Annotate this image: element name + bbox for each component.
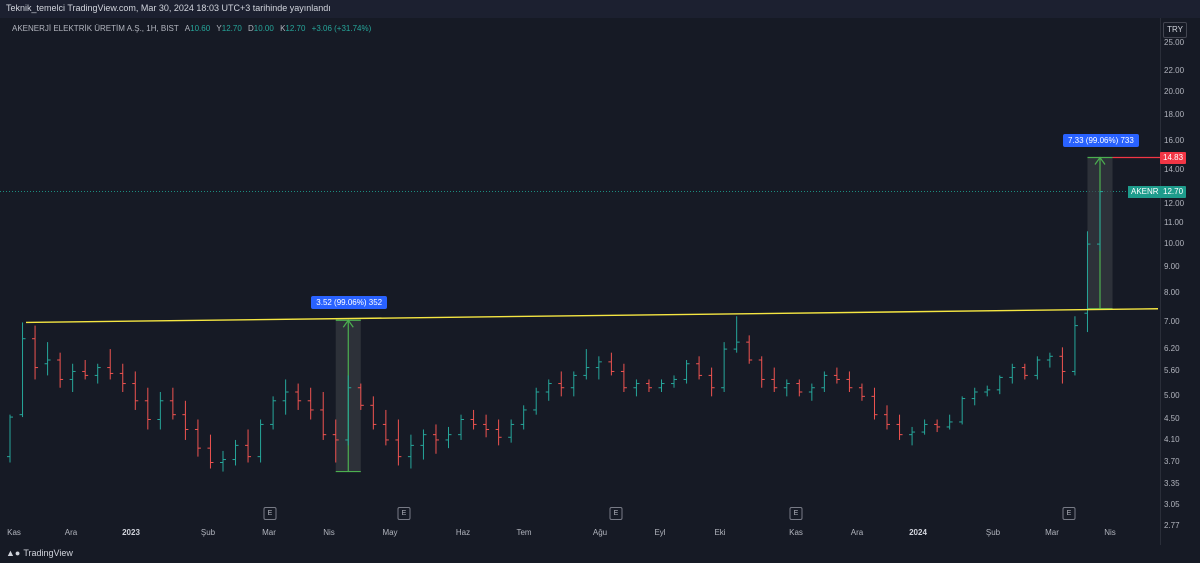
y-tick-label: 12.00 [1164,199,1185,209]
x-tick-label: Kas [7,528,21,537]
y-tick-label: 25.00 [1164,37,1185,47]
y-tick-label: 3.35 [1164,479,1180,489]
x-tick-label: Şub [200,528,216,537]
resistance-trendline [25,308,1159,324]
y-tick-label: 7.00 [1164,317,1180,327]
currency-button[interactable]: TRY [1163,22,1187,38]
x-tick-label: Nis [1104,528,1116,537]
y-tick-label: 11.00 [1164,218,1184,228]
ticker-tag: AKENR [1128,185,1162,198]
x-tick-label: Ara [850,528,864,537]
earnings-marker[interactable]: E [1062,507,1076,520]
x-tick-label: 2024 [909,528,927,537]
y-tick-label: 10.00 [1164,239,1185,249]
high-label: Y [216,24,222,33]
y-tick-label: 16.00 [1164,135,1185,145]
y-tick-label: 9.00 [1164,262,1180,272]
y-tick-label: 18.00 [1164,109,1185,119]
open-value: 10.60 [190,24,211,33]
x-tick-label: Eki [714,528,726,537]
y-tick-label: 3.70 [1164,457,1180,467]
x-tick-label: Mar [262,528,276,537]
symbol-legend: AKENERJİ ELEKTRİK ÜRETİM A.Ş., 1H, BIST … [12,24,371,33]
brand-text: TradingView [23,548,73,558]
low-label: D [248,24,254,33]
price-axis[interactable] [1160,18,1200,545]
close-label: K [280,24,286,33]
x-tick-label: Haz [455,528,471,537]
publish-info: Teknik_temelci TradingView.com, Mar 30, … [6,3,331,13]
x-tick-label: Ara [64,528,78,537]
measure-label-2[interactable]: 7.33 (99.06%) 733 [1063,133,1139,147]
y-tick-label: 8.00 [1164,288,1180,298]
earnings-marker[interactable]: E [789,507,803,520]
earnings-marker[interactable]: E [263,507,277,520]
footer: ▲● TradingView [0,545,1200,563]
y-tick-label: 4.50 [1164,414,1180,424]
measure-label-1[interactable]: 3.52 (99.06%) 352 [311,296,388,310]
y-tick-label: 3.05 [1164,499,1180,509]
publish-header: Teknik_temelci TradingView.com, Mar 30, … [0,0,1200,18]
x-tick-label: 2023 [122,528,140,537]
tradingview-logo-icon: ▲● [6,548,21,558]
high-value: 12.70 [221,24,242,33]
x-tick-label: Mar [1045,528,1059,537]
close-value: 12.70 [285,24,306,33]
y-tick-label: 5.60 [1164,366,1180,376]
x-tick-label: Şub [985,528,1001,537]
y-tick-label: 20.00 [1164,86,1185,96]
y-tick-label: 14.00 [1164,165,1185,175]
x-tick-label: Nis [323,528,335,537]
earnings-marker[interactable]: E [397,507,411,520]
y-tick-label: 5.00 [1164,391,1180,401]
tradingview-logo[interactable]: ▲● TradingView [6,548,73,558]
x-tick-label: Eyl [654,528,666,537]
last-price-label: 12.70 [1160,185,1187,198]
symbol-name: AKENERJİ ELEKTRİK ÜRETİM A.Ş., 1H, BIST [12,24,179,33]
open-label: A [184,24,191,33]
x-tick-label: Kas [789,528,803,537]
low-value: 10.00 [253,24,274,33]
y-tick-label: 22.00 [1164,65,1185,75]
chart-area[interactable] [0,18,1160,545]
target-price-label: 14.83 [1160,151,1187,164]
x-tick-label: Ağu [592,528,608,537]
x-tick-label: May [382,528,398,537]
y-tick-label: 6.20 [1164,344,1180,354]
y-tick-label: 4.10 [1164,434,1180,444]
earnings-marker[interactable]: E [609,507,623,520]
change-value: +3.06 (+31.74%) [311,24,372,33]
x-tick-label: Tem [516,528,532,537]
y-tick-label: 2.77 [1164,521,1180,531]
